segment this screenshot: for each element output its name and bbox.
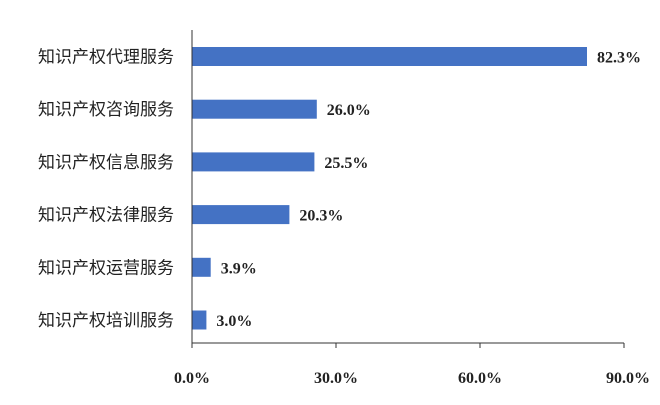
value-label-2: 26.0% <box>327 102 371 119</box>
bar-6 <box>192 310 207 330</box>
bar-1 <box>192 47 587 66</box>
category-label-6: 知识产权培训服务 <box>38 311 174 331</box>
value-label-5: 3.9% <box>221 260 257 277</box>
category-label-3: 知识产权信息服务 <box>38 153 174 173</box>
bar-5 <box>192 257 211 277</box>
x-tick-label-2: 30.0% <box>314 370 358 387</box>
bar-2 <box>192 99 317 119</box>
x-tick-label-1: 0.0% <box>174 370 210 387</box>
value-label-6: 3.0% <box>216 313 252 330</box>
category-label-5: 知识产权运营服务 <box>38 258 174 278</box>
bar-3 <box>192 152 315 172</box>
x-axis: 0.0% 30.0% 60.0% 90.0% <box>174 30 650 387</box>
category-label-1: 知识产权代理服务 <box>38 48 174 68</box>
category-label-2: 知识产权咨询服务 <box>38 100 174 120</box>
value-label-1: 82.3% <box>597 50 641 67</box>
value-label-3: 25.5% <box>324 155 368 172</box>
category-label-4: 知识产权法律服务 <box>38 206 174 226</box>
bars-layer <box>192 47 587 330</box>
value-label-4: 20.3% <box>299 208 343 225</box>
labels-layer: 知识产权代理服务 82.3% 知识产权咨询服务 26.0% 知识产权信息服务 25.5% 知… <box>38 48 641 332</box>
x-tick-label-4: 90.0% <box>606 370 650 387</box>
x-tick-label-3: 60.0% <box>458 370 502 387</box>
bar-4 <box>192 205 290 225</box>
